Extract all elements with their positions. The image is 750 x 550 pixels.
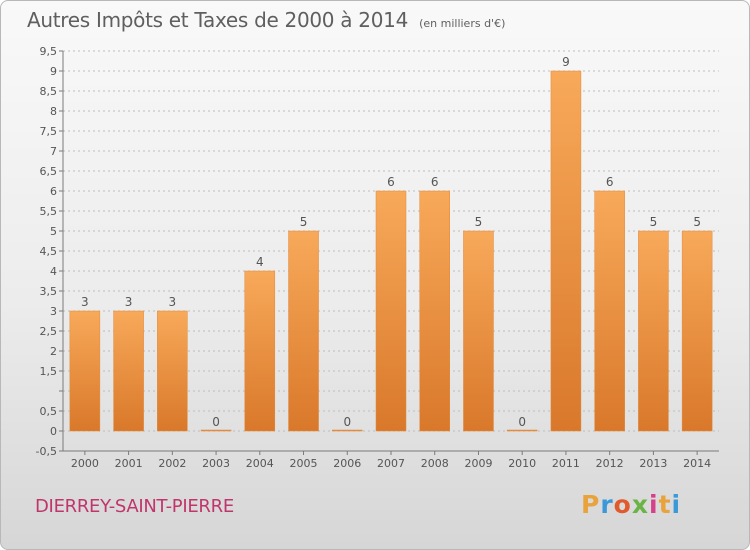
- data-label: 5: [693, 215, 701, 229]
- proxiti-logo: Proxiti: [581, 490, 681, 519]
- bar: [594, 190, 625, 432]
- x-tick-label: 2006: [333, 457, 361, 470]
- logo-letter: r: [600, 490, 614, 519]
- axes: -0,5 0 0,5 1,5 2 2,5 3 3,5 4 4,5 5 5,5 6 6,5 7 7,5 8 8,5 9…: [36, 45, 719, 470]
- data-label: 3: [125, 295, 133, 309]
- data-label: 6: [431, 175, 439, 189]
- y-tick-label: 3: [50, 305, 57, 318]
- chart-unit: (en milliers d'€): [419, 17, 506, 30]
- chart-title-block: Autres Impôts et Taxes de 2000 à 2014 (e…: [27, 8, 505, 32]
- bars: [69, 70, 713, 432]
- data-label: 6: [606, 175, 614, 189]
- data-label: 5: [300, 215, 308, 229]
- bar: [113, 310, 144, 432]
- y-tick-label: 6: [50, 185, 57, 198]
- data-label: 0: [212, 415, 220, 429]
- y-tick-label: 3,5: [40, 285, 58, 298]
- bar: [288, 230, 319, 432]
- commune-name: DIERREY-SAINT-PIERRE: [35, 496, 234, 517]
- logo-letter: t: [658, 490, 672, 519]
- x-tick-label: 2014: [683, 457, 711, 470]
- x-tick-label: 2007: [377, 457, 405, 470]
- y-tick-label: 8: [50, 105, 57, 118]
- logo-letter: i: [671, 490, 682, 519]
- y-tick-label: 4,5: [40, 245, 58, 258]
- y-tick-label: 0,5: [40, 405, 58, 418]
- chart-title: Autres Impôts et Taxes de 2000 à 2014: [27, 8, 408, 32]
- data-label: 5: [650, 215, 658, 229]
- data-labels: 3 3 3 0 4 5 0 6 6 5 0 9 6 5 5: [81, 55, 701, 429]
- y-tick-label: 5,5: [40, 205, 58, 218]
- x-tick-label: 2013: [639, 457, 667, 470]
- bar: [550, 70, 582, 432]
- y-tick-label: 4: [50, 265, 57, 278]
- logo-letter: P: [581, 490, 601, 519]
- x-tick-label: 2000: [71, 457, 99, 470]
- bar: [419, 190, 450, 432]
- data-label: 4: [256, 255, 264, 269]
- bar: [375, 190, 407, 432]
- logo-letter: i: [649, 490, 659, 519]
- x-tick-label: 2001: [115, 457, 143, 470]
- x-tick-label: 2012: [596, 457, 624, 470]
- logo-letter: o: [613, 490, 632, 519]
- y-tick-label: 5: [50, 225, 57, 238]
- x-tick-label: 2003: [202, 457, 230, 470]
- bar: [69, 310, 101, 432]
- y-tick-label: 7,5: [40, 125, 58, 138]
- bar: [638, 230, 669, 432]
- bar: [463, 230, 494, 432]
- data-label: 9: [562, 55, 570, 69]
- data-label: 5: [475, 215, 483, 229]
- y-tick-label: 2: [50, 345, 57, 358]
- bar: [157, 310, 188, 432]
- data-label: 0: [343, 415, 351, 429]
- bar: [506, 429, 538, 432]
- bar: [681, 230, 713, 432]
- x-tick-label: 2009: [464, 457, 492, 470]
- y-tick-label: 1,5: [40, 365, 58, 378]
- data-label: 3: [81, 295, 89, 309]
- x-tick-label: 2010: [508, 457, 536, 470]
- x-tick-label: 2008: [421, 457, 449, 470]
- x-tick-label: 2004: [246, 457, 274, 470]
- logo-letter: x: [631, 490, 649, 519]
- data-label: 3: [169, 295, 177, 309]
- y-tick-label: 8,5: [40, 85, 58, 98]
- y-tick-label: 7: [50, 145, 57, 158]
- bar: [200, 429, 232, 432]
- data-label: 0: [518, 415, 526, 429]
- x-tick-label: 2011: [552, 457, 580, 470]
- y-tick-label: 2,5: [40, 325, 58, 338]
- y-tick-label: 9,5: [40, 45, 58, 58]
- bar: [332, 429, 363, 432]
- data-label: 6: [387, 175, 395, 189]
- y-tick-label: 0: [50, 425, 57, 438]
- y-tick-label: 9: [50, 65, 57, 78]
- bar: [244, 270, 276, 432]
- y-tick-label: 6,5: [40, 165, 58, 178]
- x-tick-label: 2005: [290, 457, 318, 470]
- x-tick-label: 2002: [158, 457, 186, 470]
- y-tick-label: -0,5: [36, 445, 57, 458]
